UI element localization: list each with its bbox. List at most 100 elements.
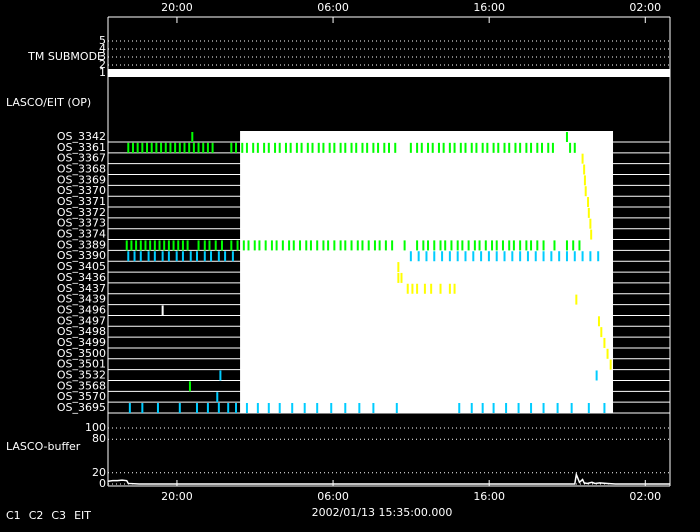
event (136, 142, 139, 153)
event (270, 240, 273, 251)
event (505, 403, 508, 413)
event (456, 251, 459, 262)
event (247, 240, 250, 251)
event (565, 132, 568, 142)
row-label: OS_3501 (57, 358, 106, 371)
event (569, 142, 572, 153)
event (481, 142, 484, 153)
event (470, 142, 473, 153)
event (141, 142, 144, 153)
legend-entry: C1 (6, 509, 21, 522)
event (178, 142, 181, 153)
event (169, 142, 172, 153)
event (450, 240, 453, 251)
event (330, 403, 333, 413)
event (394, 142, 397, 153)
event (344, 403, 347, 413)
event (486, 142, 489, 153)
event (203, 240, 206, 251)
event (492, 142, 495, 153)
event (275, 240, 278, 251)
row-label: OS_3368 (57, 163, 106, 176)
x-tick-label-top: 20:00 (161, 1, 193, 14)
event (236, 240, 239, 251)
event (425, 251, 428, 262)
event (542, 240, 545, 251)
event (570, 403, 573, 413)
event (406, 283, 409, 294)
row-label: OS_3390 (57, 249, 106, 262)
legend-entry: C3 (51, 509, 66, 522)
event (536, 240, 539, 251)
event (609, 359, 612, 370)
event (497, 142, 500, 153)
event (311, 142, 314, 153)
event (358, 403, 361, 413)
event (433, 251, 436, 262)
event (202, 142, 205, 153)
event (256, 403, 259, 413)
event (525, 142, 528, 153)
event (158, 240, 161, 251)
event (373, 240, 376, 251)
buffer-line (107, 471, 670, 485)
event (274, 142, 277, 153)
row-label: OS_3496 (57, 303, 106, 316)
event (487, 251, 490, 262)
row-label: OS_3361 (57, 141, 106, 154)
event (377, 142, 380, 153)
event (305, 240, 308, 251)
row-label: OS_3342 (57, 130, 106, 143)
timestamp: 2002/01/13 15:35:00.000 (312, 506, 453, 519)
event (508, 142, 511, 153)
event (503, 251, 506, 262)
event (453, 283, 456, 294)
event (147, 251, 150, 262)
event (503, 142, 506, 153)
event (299, 240, 302, 251)
event (526, 251, 529, 262)
event (491, 240, 494, 251)
event (423, 283, 426, 294)
event (160, 142, 163, 153)
event (300, 142, 303, 153)
event (481, 403, 484, 413)
event (127, 251, 130, 262)
event (409, 142, 412, 153)
event (431, 142, 434, 153)
event (583, 164, 586, 175)
event (350, 142, 353, 153)
event (146, 142, 149, 153)
event (565, 251, 568, 262)
row-label: OS_3405 (57, 260, 106, 273)
row-label: OS_3389 (57, 238, 106, 251)
event (267, 403, 270, 413)
event (551, 142, 554, 153)
event (309, 240, 312, 251)
event (125, 240, 128, 251)
event (214, 240, 217, 251)
event (327, 240, 330, 251)
event (411, 283, 414, 294)
event (144, 240, 147, 251)
event (448, 142, 451, 153)
event (589, 251, 592, 262)
event (317, 142, 320, 153)
event (195, 403, 198, 413)
event (139, 240, 142, 251)
event (542, 251, 545, 262)
event (467, 240, 470, 251)
event (534, 251, 537, 262)
event (339, 142, 342, 153)
event (573, 142, 576, 153)
event (256, 142, 259, 153)
event (512, 240, 515, 251)
event (437, 142, 440, 153)
event (217, 251, 220, 262)
event (139, 251, 142, 262)
event (288, 240, 291, 251)
event (163, 240, 166, 251)
event (281, 240, 284, 251)
y-tick-label: 4 (99, 42, 106, 55)
event (355, 142, 358, 153)
